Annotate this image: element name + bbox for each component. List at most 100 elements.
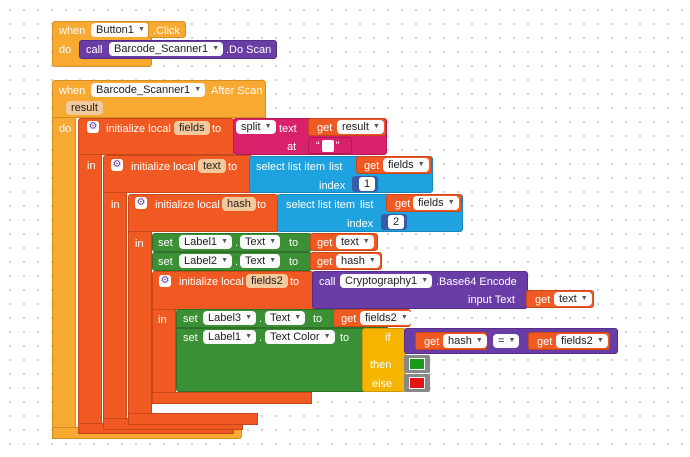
dropdown-arrow-icon: ▼ (269, 238, 277, 245)
get-var-fields[interactable]: fields ▼ (383, 158, 429, 172)
set-component-dropdown[interactable]: Label1 ▼ (203, 330, 257, 344)
get-keyword: get (341, 313, 357, 325)
set-property-dropdown[interactable]: Text ▼ (265, 311, 306, 325)
set-property-dropdown[interactable]: Text Color ▼ (265, 330, 335, 344)
get-var-fields-2[interactable]: fields ▼ (413, 196, 459, 210)
dropdown-arrow-icon: ▼ (596, 337, 604, 344)
dropdown-arrow-icon: ▼ (264, 123, 272, 130)
when-keyword: when (59, 25, 86, 37)
get-var-result[interactable]: result ▼ (337, 120, 384, 134)
dropdown-arrow-icon: ▼ (294, 314, 302, 321)
init-local-text-block[interactable] (103, 155, 253, 193)
to-keyword: to (228, 161, 238, 173)
dropdown-arrow-icon: ▼ (212, 45, 220, 52)
get-var-hash-2[interactable]: hash ▼ (443, 334, 487, 348)
dropdown-arrow-icon: ▼ (221, 257, 229, 264)
var-name-text[interactable]: text (198, 159, 226, 173)
component-dropdown-button1[interactable]: Button1 ▼ (91, 23, 149, 37)
call-keyword: call (319, 276, 336, 288)
gear-icon[interactable]: ⚙ (159, 275, 171, 287)
set-property-dropdown[interactable]: Text ▼ (240, 235, 281, 249)
if-then-else-block[interactable] (362, 328, 406, 392)
dropdown-arrow-icon: ▼ (372, 123, 380, 130)
else-keyword: else (372, 378, 393, 390)
set-keyword: set (183, 332, 198, 344)
gear-icon[interactable]: ⚙ (111, 159, 123, 171)
dot: . (235, 256, 239, 268)
component-dropdown-scanner[interactable]: Barcode_Scanner1 ▼ (91, 83, 206, 97)
get-var-text-2[interactable]: text ▼ (554, 292, 592, 306)
index-value-2[interactable]: 2 (388, 215, 405, 229)
to-keyword: to (289, 237, 299, 249)
set-keyword: set (158, 256, 173, 268)
get-var-fields2-2[interactable]: fields2 ▼ (556, 334, 608, 348)
dropdown-arrow-icon: ▼ (245, 333, 253, 340)
select-list-item-label: select list item (256, 161, 326, 173)
method-name: .Do Scan (226, 44, 272, 56)
dropdown-arrow-icon: ▼ (421, 277, 429, 284)
init-local-label: initialize local (179, 276, 244, 288)
to-keyword: to (212, 123, 222, 135)
dropdown-arrow-icon: ▼ (269, 257, 277, 264)
event-name-2: .Click (153, 25, 180, 37)
index-label: index (319, 180, 346, 192)
compare-operator-dropdown[interactable]: = ▼ (493, 334, 520, 348)
gear-icon[interactable]: ⚙ (87, 121, 99, 133)
var-name-fields[interactable]: fields (174, 121, 210, 135)
green-color-swatch[interactable] (409, 358, 425, 370)
init-local-fields2-rail (152, 309, 176, 404)
if-keyword: if (385, 332, 391, 344)
split-op-dropdown[interactable]: split ▼ (236, 120, 276, 134)
dropdown-arrow-icon: ▼ (323, 333, 331, 340)
set-component-dropdown[interactable]: Label1 ▼ (179, 235, 233, 249)
to-keyword: to (289, 256, 299, 268)
dropdown-arrow-icon: ▼ (508, 337, 516, 344)
get-var-fields2[interactable]: fields2 ▼ (360, 311, 412, 325)
set-component-dropdown[interactable]: Label3 ▼ (203, 311, 257, 325)
dot: . (259, 332, 263, 344)
dropdown-arrow-icon: ▼ (362, 238, 370, 245)
event-do-rail (52, 117, 76, 439)
var-name-fields2[interactable]: fields2 (246, 274, 288, 288)
when-keyword-2: when (59, 85, 86, 97)
index-value-1[interactable]: 1 (359, 177, 376, 191)
select-list-item-label: select list item (286, 199, 356, 211)
init-local-text-rail (103, 192, 127, 430)
get-keyword: get (317, 122, 333, 134)
dropdown-arrow-icon: ▼ (221, 238, 229, 245)
dropdown-arrow-icon: ▼ (447, 199, 455, 206)
dropdown-arrow-icon: ▼ (245, 314, 253, 321)
get-var-text[interactable]: text ▼ (336, 235, 374, 249)
component-dropdown-barcode-scanner[interactable]: Barcode_Scanner1 ▼ (109, 42, 224, 56)
in-keyword: in (111, 199, 120, 211)
set-component-dropdown[interactable]: Label2 ▼ (179, 254, 233, 268)
split-text-label: text (279, 123, 297, 135)
text-string-value[interactable]: “ ” (316, 140, 340, 152)
in-keyword: in (135, 238, 144, 250)
red-color-swatch[interactable] (409, 377, 425, 389)
dot: . (235, 237, 239, 249)
to-keyword: to (257, 199, 267, 211)
get-keyword: get (535, 294, 551, 306)
init-local-fields2-bottom (152, 392, 312, 404)
get-keyword: get (395, 198, 411, 210)
param-result[interactable]: result (66, 101, 103, 115)
event-name-after-scan: After Scan (211, 85, 263, 97)
to-keyword: to (290, 276, 300, 288)
at-keyword: at (287, 141, 297, 153)
index-label: index (347, 218, 374, 230)
var-name-hash[interactable]: hash (222, 197, 256, 211)
get-keyword: get (317, 256, 333, 268)
get-var-hash[interactable]: hash ▼ (336, 254, 380, 268)
component-dropdown-cryptography[interactable]: Cryptography1 ▼ (340, 274, 433, 288)
do-keyword-2: do (59, 123, 72, 135)
get-keyword: get (424, 336, 440, 348)
dot: . (259, 313, 263, 325)
get-keyword: get (317, 237, 333, 249)
gear-icon[interactable]: ⚙ (135, 197, 147, 209)
call-keyword: call (86, 44, 103, 56)
init-local-label: initialize local (106, 123, 171, 135)
dropdown-arrow-icon: ▼ (475, 337, 483, 344)
dropdown-arrow-icon: ▼ (368, 257, 376, 264)
set-property-dropdown[interactable]: Text ▼ (240, 254, 281, 268)
